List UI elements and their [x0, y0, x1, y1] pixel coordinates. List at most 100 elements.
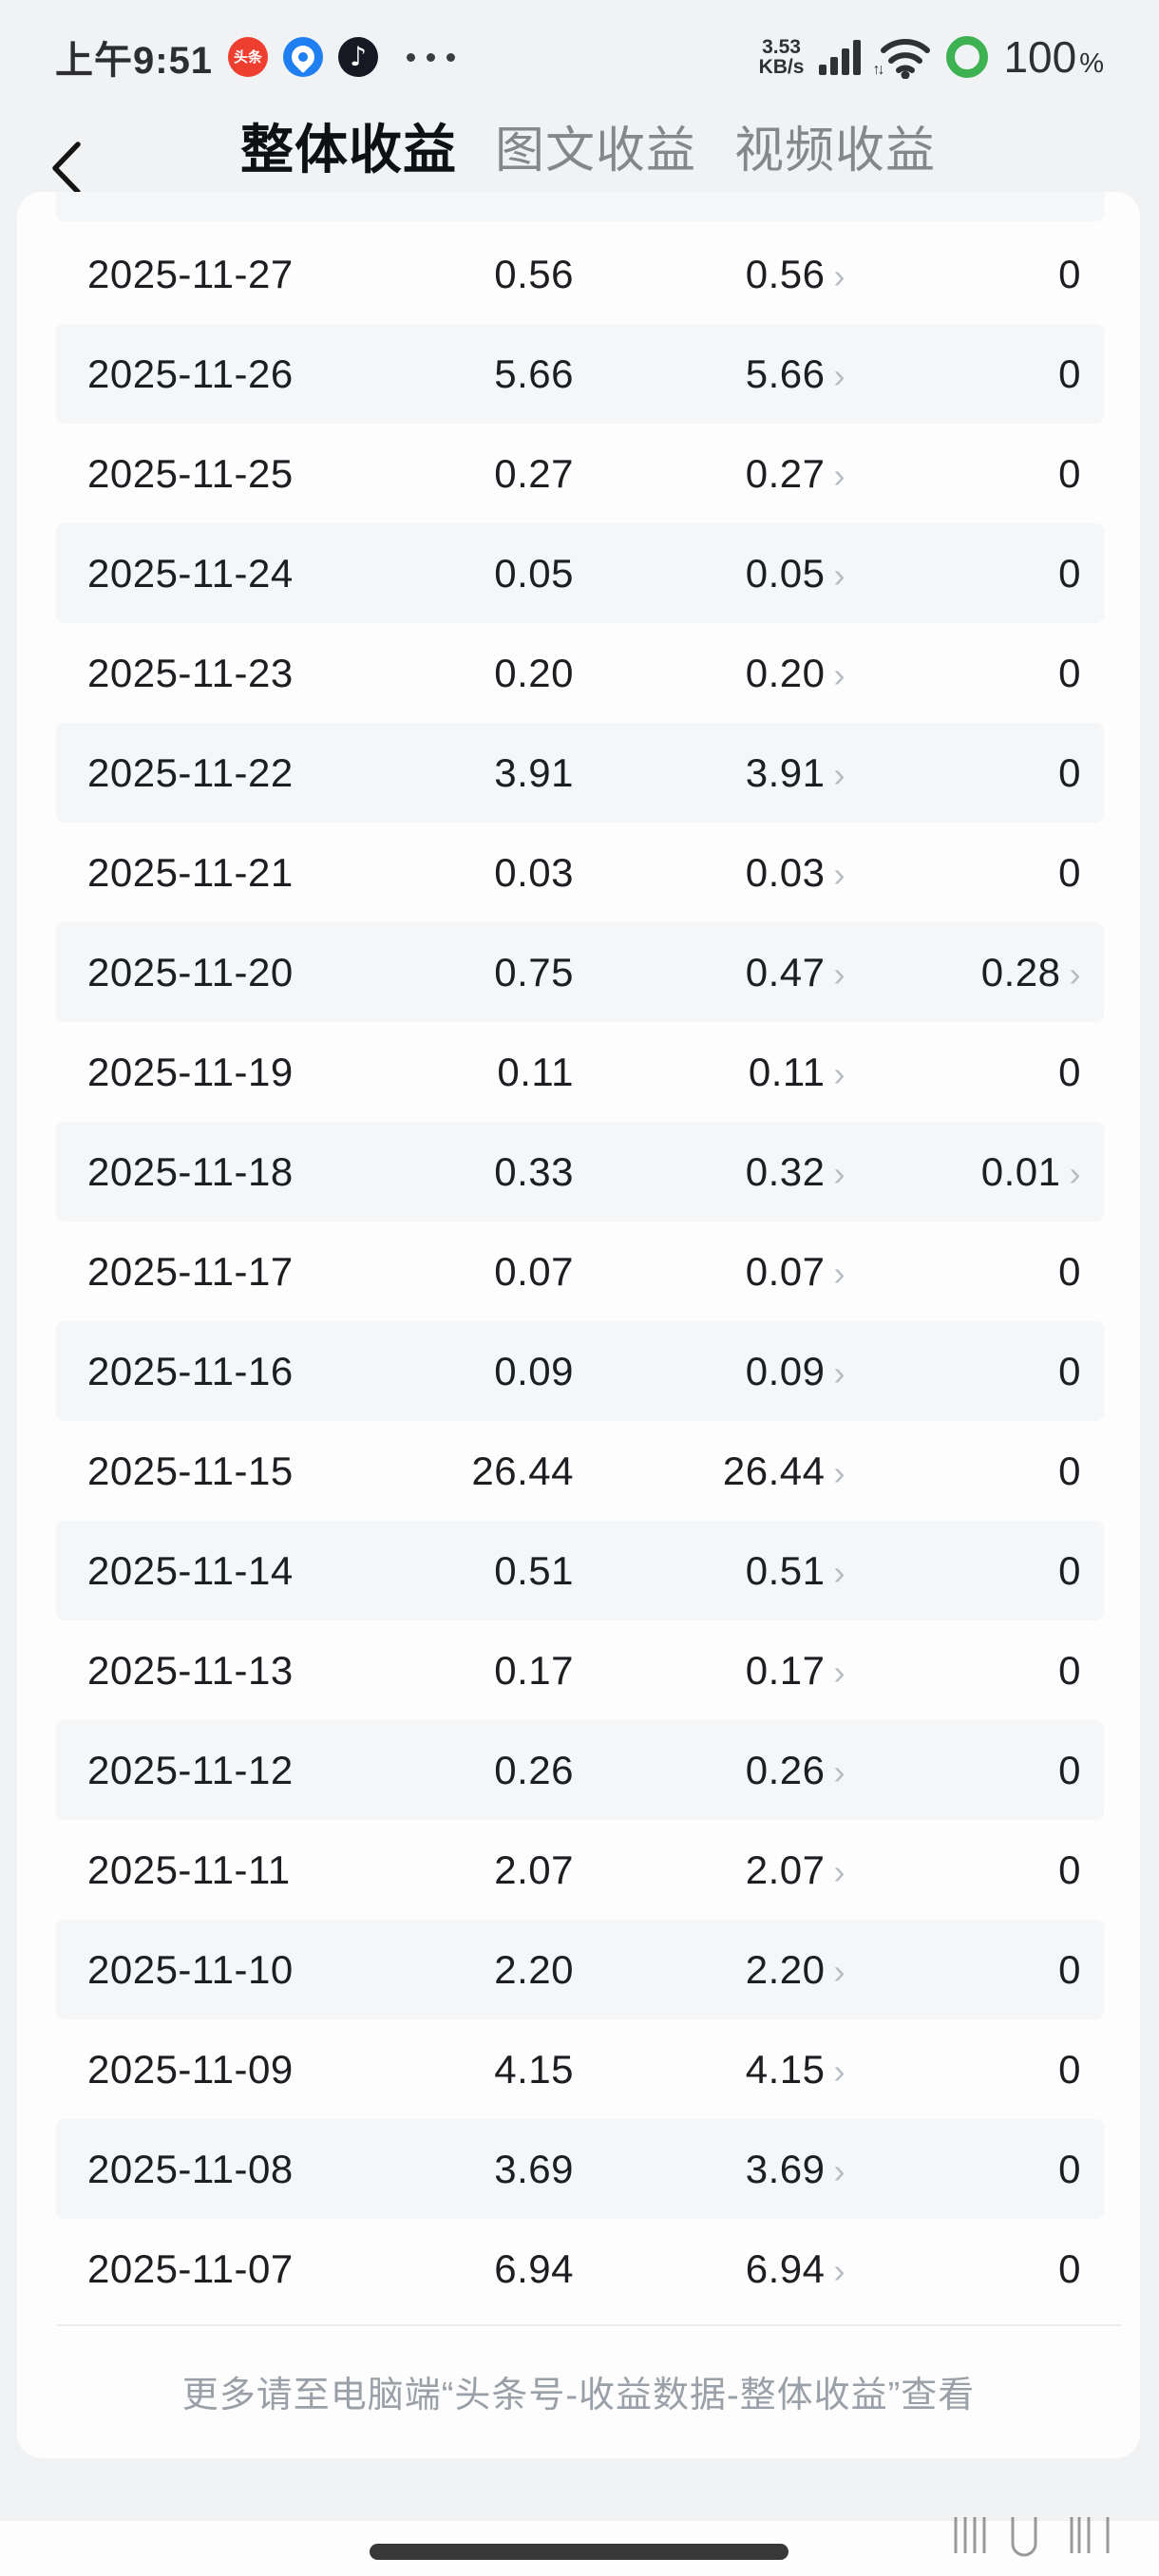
table-row[interactable]: 2025-11-12 0.26 0.26 › 0 — [56, 1720, 1104, 1820]
row-date: 2025-11-20 — [87, 949, 294, 994]
table-row[interactable]: 2025-11-09 4.15 4.15 › 0 — [56, 2019, 1104, 2119]
row-date: 2025-11-13 — [87, 1647, 294, 1693]
chevron-right-icon: › — [833, 854, 846, 894]
row-article-earning[interactable]: 0.05 › — [745, 550, 846, 596]
row-article-earning[interactable]: 0.03 › — [745, 849, 846, 895]
chevron-right-icon: › — [833, 1153, 846, 1193]
table-row[interactable]: 2025-11-24 0.05 0.05 › 0 — [56, 523, 1104, 623]
row-article-earning[interactable]: 0.11 › — [748, 1049, 846, 1094]
row-video-earning[interactable]: 0.28 › — [980, 949, 1081, 994]
table-row[interactable]: 2025-11-25 0.27 0.27 › 0 — [56, 424, 1104, 523]
browser-glyph — [287, 41, 320, 73]
tab-overall-earnings[interactable]: 整体收益 — [240, 119, 457, 180]
row-article-earning[interactable]: 26.44 › — [722, 1448, 846, 1493]
row-article-earning[interactable]: 0.26 › — [745, 1747, 846, 1792]
table-bottom-divider — [56, 2324, 1121, 2326]
douyin-notification-icon: ♪ — [338, 37, 379, 77]
row-article-earning[interactable]: 0.27 › — [745, 450, 846, 496]
row-video-earning: 0 — [1058, 2146, 1081, 2191]
chevron-right-icon: › — [833, 2150, 846, 2190]
row-article-earning[interactable]: 4.15 › — [745, 2046, 846, 2092]
battery-percent-number: 100 — [1003, 32, 1077, 82]
table-row[interactable]: 2025-11-27 0.56 0.56 › 0 — [56, 224, 1104, 324]
row-total-earning: 0.33 — [494, 1148, 574, 1194]
chevron-right-icon: › — [833, 1652, 846, 1692]
table-row[interactable]: 2025-11-21 0.03 0.03 › 0 — [56, 823, 1104, 922]
row-video-earning: 0 — [1058, 1847, 1081, 1892]
table-row[interactable]: 2025-11-19 0.11 0.11 › 0 — [56, 1022, 1104, 1122]
table-row[interactable]: 2025-11-16 0.09 0.09 › 0 — [56, 1321, 1104, 1421]
chevron-right-icon: › — [833, 1951, 846, 1991]
table-row[interactable]: 2025-11-20 0.75 0.47 › 0.28 › — [56, 922, 1104, 1022]
row-article-earning[interactable]: 0.56 › — [745, 251, 846, 296]
chevron-right-icon: › — [1069, 1153, 1081, 1193]
row-total-earning: 3.69 — [494, 2146, 574, 2191]
table-row[interactable]: 2025-11-13 0.17 0.17 › 0 — [56, 1620, 1104, 1720]
row-total-earning: 0.07 — [494, 1248, 574, 1294]
row-total-earning: 6.94 — [494, 2245, 574, 2291]
table-row[interactable]: 2025-11-10 2.20 2.20 › 0 — [56, 1920, 1104, 2019]
row-video-earning[interactable]: 0.01 › — [980, 1148, 1081, 1194]
row-date: 2025-11-22 — [87, 749, 294, 795]
row-article-earning[interactable]: 0.51 › — [745, 1547, 846, 1593]
row-total-earning: 0.56 — [494, 251, 574, 296]
chevron-right-icon: › — [833, 1353, 846, 1392]
row-date: 2025-11-09 — [87, 2046, 294, 2092]
battery-percent: 100 % — [1003, 31, 1104, 83]
row-article-earning[interactable]: 2.20 › — [745, 1946, 846, 1992]
row-article-earning[interactable]: 3.91 › — [745, 749, 846, 795]
back-button[interactable] — [48, 141, 86, 196]
table-row[interactable]: 2025-11-15 26.44 26.44 › 0 — [56, 1421, 1104, 1521]
tab-video-earnings[interactable]: 视频收益 — [734, 123, 937, 179]
row-article-earning[interactable]: 0.09 › — [745, 1348, 846, 1393]
table-row[interactable]: 2025-11-11 2.07 2.07 › 0 — [56, 1820, 1104, 1920]
row-total-earning: 26.44 — [471, 1448, 574, 1493]
row-video-earning: 0 — [1058, 251, 1081, 296]
row-video-earning: 0 — [1058, 749, 1081, 795]
row-video-earning: 0 — [1058, 2046, 1081, 2092]
row-article-earning[interactable]: 0.07 › — [745, 1248, 846, 1294]
row-total-earning: 0.17 — [494, 1647, 574, 1693]
table-row[interactable]: 2025-11-07 6.94 6.94 › 0 — [56, 2219, 1104, 2319]
table-row[interactable]: 2025-11-17 0.07 0.07 › 0 — [56, 1222, 1104, 1321]
table-row[interactable]: 2025-11-08 3.69 3.69 › 0 — [56, 2119, 1104, 2219]
row-total-earning: 0.09 — [494, 1348, 574, 1393]
chevron-right-icon: › — [833, 754, 846, 794]
row-article-earning[interactable]: 0.47 › — [745, 949, 846, 994]
gesture-handle[interactable] — [370, 2544, 788, 2560]
row-article-earning[interactable]: 0.17 › — [745, 1647, 846, 1693]
table-row[interactable]: 2025-11-14 0.51 0.51 › 0 — [56, 1521, 1104, 1620]
row-article-earning[interactable]: 3.69 › — [745, 2146, 846, 2191]
tab-article-earnings[interactable]: 图文收益 — [495, 123, 697, 179]
row-date: 2025-11-16 — [87, 1348, 294, 1393]
row-date: 2025-11-24 — [87, 550, 294, 596]
row-date: 2025-11-11 — [87, 1847, 291, 1892]
row-article-earning[interactable]: 6.94 › — [745, 2245, 846, 2291]
status-left: 上午9:51 头条 ♪ — [55, 29, 456, 85]
row-article-earning[interactable]: 2.07 › — [745, 1847, 846, 1892]
row-video-earning: 0 — [1058, 2245, 1081, 2291]
toutiao-badge-label: 头条 — [234, 48, 263, 66]
table-row[interactable]: 2025-11-23 0.20 0.20 › 0 — [56, 623, 1104, 723]
row-video-earning: 0 — [1058, 849, 1081, 895]
row-article-earning[interactable]: 0.20 › — [745, 650, 846, 695]
table-row[interactable]: 2025-11-26 5.66 5.66 › 0 — [56, 324, 1104, 424]
table-row[interactable]: 2025-11-22 3.91 3.91 › 0 — [56, 723, 1104, 823]
row-total-earning: 0.11 — [497, 1049, 574, 1094]
chevron-right-icon: › — [833, 455, 846, 495]
wifi-icon: ↑↓ — [872, 35, 931, 80]
table-row[interactable]: 2025-11-18 0.33 0.32 › 0.01 › — [56, 1122, 1104, 1222]
chevron-right-icon: › — [833, 2250, 846, 2290]
row-total-earning: 0.27 — [494, 450, 574, 496]
row-article-earning[interactable]: 0.32 › — [745, 1148, 846, 1194]
row-date: 2025-11-18 — [87, 1148, 294, 1194]
row-total-earning: 0.75 — [494, 949, 574, 994]
row-date: 2025-11-07 — [87, 2245, 294, 2291]
music-note-icon: ♪ — [350, 41, 367, 72]
row-total-earning: 4.15 — [494, 2046, 574, 2092]
status-bar: 上午9:51 头条 ♪ 3.53 KB/s — [0, 17, 1159, 97]
watermark-marks — [954, 2517, 1110, 2557]
row-total-earning: 0.03 — [494, 849, 574, 895]
row-date: 2025-11-14 — [87, 1547, 294, 1593]
row-article-earning[interactable]: 5.66 › — [745, 350, 846, 396]
